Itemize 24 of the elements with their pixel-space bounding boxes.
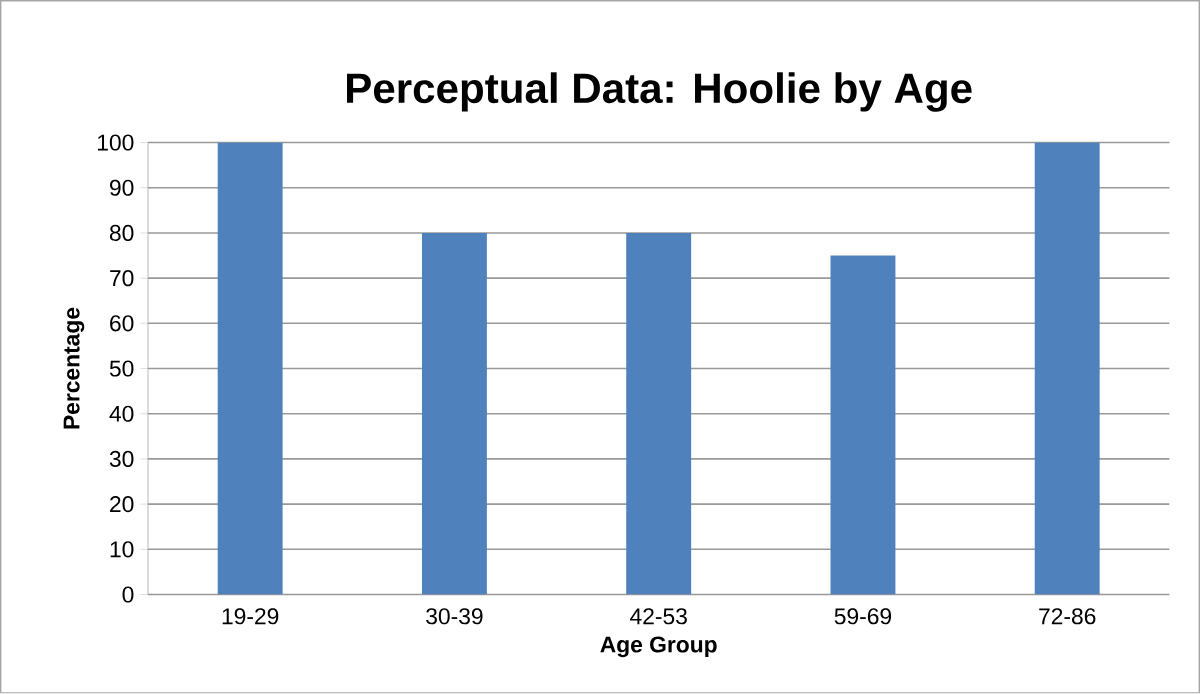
bar [217,142,283,595]
y-tick-label: 70 [110,270,134,287]
x-axis-title: Age Group [600,636,717,658]
y-tick-label: 50 [109,360,134,377]
y-tick-label: 80 [109,225,134,242]
bar [421,233,487,595]
y-tick-label: 90 [110,179,134,197]
y-tick-label: 0 [122,586,134,603]
chart-title: Perceptual Data: Hoolie by Age [347,72,972,112]
y-tick-label: 30 [109,451,134,468]
y-axis-title: Percentage [63,307,85,429]
y-tick-label: 10 [110,541,134,558]
x-tick-label: 30-39 [426,608,483,625]
x-tick-label: 72-86 [1039,608,1096,625]
y-tick-label: 100 [98,134,134,151]
y-tick-label: 60 [110,315,134,332]
y-tick-label: 20 [110,496,134,513]
y-tick-label: 40 [109,405,134,422]
x-tick-label: 19-29 [222,608,279,625]
bar [830,255,896,595]
bar [1034,142,1100,595]
x-tick-label: 59-69 [834,608,892,625]
bar [626,233,692,595]
x-tick-label: 42-53 [630,608,687,625]
